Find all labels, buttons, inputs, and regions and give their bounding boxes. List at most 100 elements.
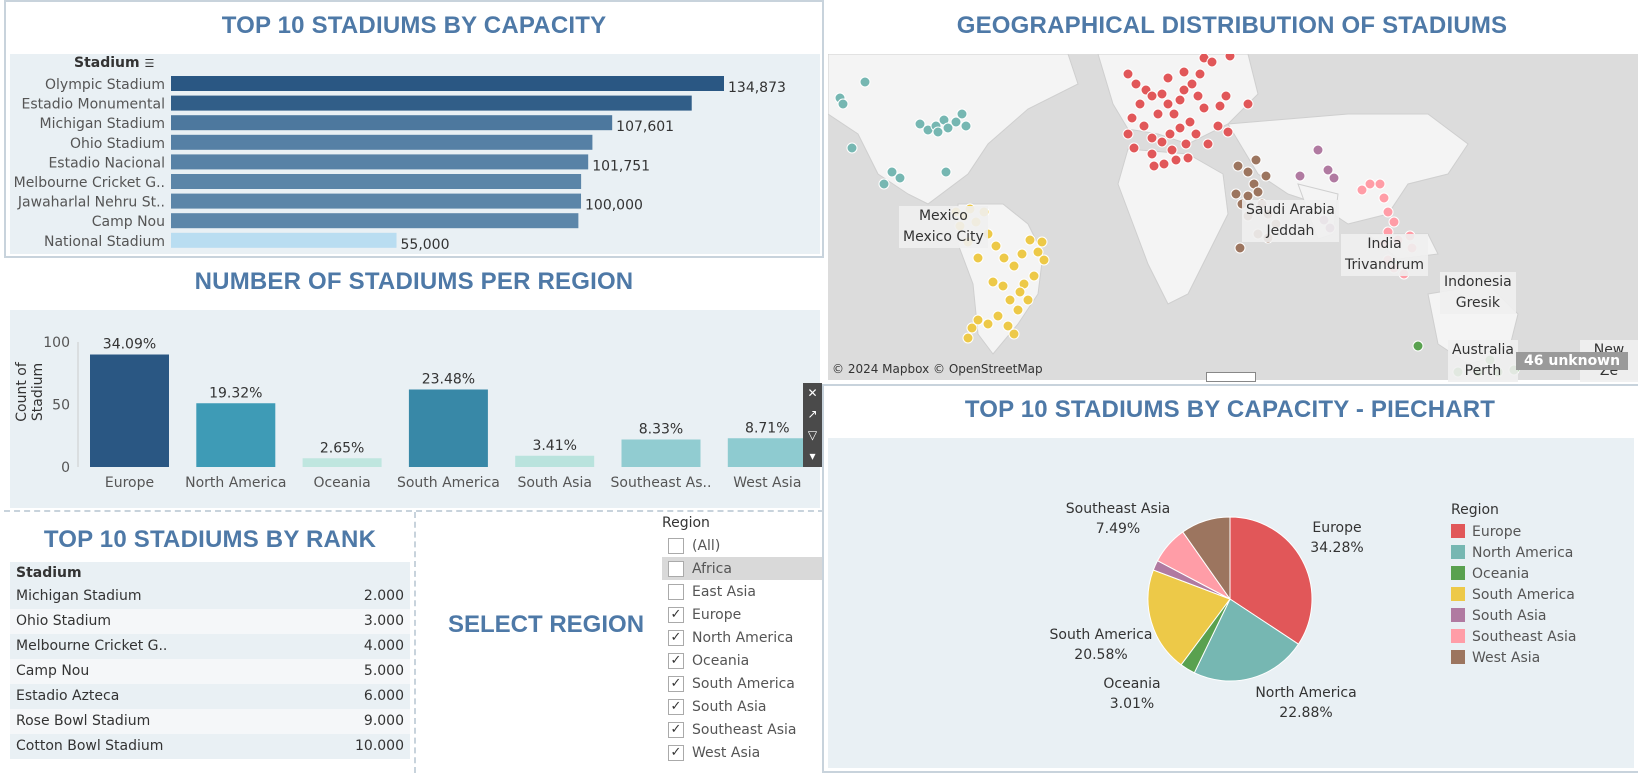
stadium-dot[interactable] bbox=[1162, 72, 1174, 84]
stadium-dot[interactable] bbox=[1146, 148, 1158, 160]
stadium-dot[interactable] bbox=[1180, 138, 1192, 150]
checkbox-checked-icon[interactable]: ✓ bbox=[668, 652, 684, 669]
stadium-dot[interactable] bbox=[1002, 320, 1014, 332]
table-row[interactable]: Camp Nou 5.000 bbox=[10, 659, 410, 684]
pie-legend-swatch[interactable] bbox=[1451, 587, 1465, 601]
stadium-dot[interactable] bbox=[1356, 184, 1368, 196]
checkbox-unchecked-icon[interactable] bbox=[668, 583, 684, 600]
stadium-dot[interactable] bbox=[1198, 102, 1210, 114]
table-row[interactable]: Ohio Stadium 3.000 bbox=[10, 609, 410, 634]
filter-option[interactable]: ✓ North America bbox=[662, 626, 822, 649]
stadium-dot[interactable] bbox=[1234, 242, 1246, 254]
stadium-dot[interactable] bbox=[1130, 78, 1142, 90]
filter-icon[interactable]: ▽ bbox=[807, 428, 818, 442]
capacity-bar[interactable] bbox=[171, 213, 579, 229]
stadium-dot[interactable] bbox=[1152, 108, 1164, 120]
capacity-bar[interactable] bbox=[171, 115, 613, 131]
pie-legend-label[interactable]: Europe bbox=[1472, 524, 1521, 540]
capacity-bar[interactable] bbox=[171, 76, 724, 91]
checkbox-checked-icon[interactable]: ✓ bbox=[668, 629, 684, 646]
pie-legend-label[interactable]: Oceania bbox=[1472, 566, 1529, 582]
unknown-badge[interactable]: 46 unknown bbox=[1516, 352, 1629, 370]
stadium-dot[interactable] bbox=[950, 116, 962, 128]
filter-option[interactable]: ✓ Southeast Asia bbox=[662, 718, 822, 741]
stadium-dot[interactable] bbox=[886, 166, 898, 178]
table-row[interactable]: Michigan Stadium 2.000 bbox=[10, 584, 410, 609]
stadium-dot[interactable] bbox=[1022, 294, 1034, 306]
stadium-dot[interactable] bbox=[1016, 248, 1028, 260]
checkbox-checked-icon[interactable]: ✓ bbox=[668, 606, 684, 623]
filter-option[interactable]: ✓ Europe bbox=[662, 603, 822, 626]
stadium-dot[interactable] bbox=[914, 118, 926, 130]
stadium-dot[interactable] bbox=[1126, 112, 1138, 124]
stadium-dot[interactable] bbox=[1178, 84, 1190, 96]
stadium-dot[interactable] bbox=[1182, 152, 1194, 164]
checkbox-checked-icon[interactable]: ✓ bbox=[668, 744, 684, 761]
pie-legend-swatch[interactable] bbox=[1451, 608, 1465, 622]
filter-option[interactable]: ✓ West Asia bbox=[662, 741, 822, 764]
stadium-dot[interactable] bbox=[1168, 108, 1180, 120]
open-external-icon[interactable]: ↗ bbox=[807, 407, 818, 421]
filter-option[interactable]: (All) bbox=[662, 534, 822, 557]
stadium-dot[interactable] bbox=[982, 318, 994, 330]
stadium-dot[interactable] bbox=[1328, 172, 1340, 184]
stadium-dot[interactable] bbox=[894, 172, 906, 184]
capacity-bar[interactable] bbox=[171, 95, 692, 111]
stadium-dot[interactable] bbox=[1214, 100, 1226, 112]
stadium-dot[interactable] bbox=[1186, 78, 1198, 90]
stadium-dot[interactable] bbox=[1250, 154, 1262, 166]
stadium-dot[interactable] bbox=[1224, 54, 1236, 62]
stadium-dot[interactable] bbox=[1122, 128, 1134, 140]
stadium-dot[interactable] bbox=[1222, 126, 1234, 138]
region-bar[interactable] bbox=[515, 455, 595, 467]
stadium-dot[interactable] bbox=[1036, 236, 1048, 248]
stadium-dot[interactable] bbox=[1162, 98, 1174, 110]
stadium-dot[interactable] bbox=[1312, 144, 1324, 156]
sort-icon[interactable]: ☰ bbox=[144, 57, 155, 70]
stadium-dot[interactable] bbox=[1322, 164, 1334, 176]
stadium-dot[interactable] bbox=[1156, 88, 1168, 100]
stadium-dot[interactable] bbox=[990, 240, 1002, 252]
region-bar[interactable] bbox=[727, 438, 807, 467]
table-row[interactable]: Melbourne Cricket G.. 4.000 bbox=[10, 634, 410, 659]
stadium-dot[interactable] bbox=[1206, 56, 1218, 68]
pie-slice[interactable] bbox=[1182, 516, 1231, 601]
pie-legend-label[interactable]: West Asia bbox=[1472, 650, 1540, 666]
world-map[interactable] bbox=[828, 54, 1638, 380]
stadium-dot[interactable] bbox=[1194, 68, 1206, 80]
stadium-dot[interactable] bbox=[1148, 160, 1160, 172]
stadium-dot[interactable] bbox=[1220, 90, 1232, 102]
pie-legend-swatch[interactable] bbox=[1451, 566, 1465, 580]
region-bar[interactable] bbox=[90, 354, 169, 468]
stadium-dot[interactable] bbox=[1156, 136, 1168, 148]
stadium-dot[interactable] bbox=[998, 252, 1010, 264]
capacity-bar[interactable] bbox=[171, 154, 589, 170]
stadium-dot[interactable] bbox=[1178, 66, 1190, 78]
stadium-dot[interactable] bbox=[1164, 128, 1176, 140]
stadium-dot[interactable] bbox=[987, 276, 999, 288]
stadium-dot[interactable] bbox=[1024, 234, 1036, 246]
region-bar[interactable] bbox=[196, 403, 276, 467]
stadium-dot[interactable] bbox=[1008, 328, 1020, 340]
filter-option[interactable]: Africa bbox=[662, 557, 822, 580]
table-row[interactable]: Cotton Bowl Stadium 10.000 bbox=[10, 734, 410, 759]
pie-slice[interactable] bbox=[1147, 569, 1231, 666]
stadium-dot[interactable] bbox=[1202, 138, 1214, 150]
pie-legend-swatch[interactable] bbox=[1451, 650, 1465, 664]
stadium-dot[interactable] bbox=[962, 332, 974, 344]
stadium-dot[interactable] bbox=[1170, 154, 1182, 166]
stadium-dot[interactable] bbox=[1008, 260, 1020, 272]
stadium-dot[interactable] bbox=[1014, 286, 1026, 298]
stadium-dot[interactable] bbox=[1294, 170, 1306, 182]
stadium-dot[interactable] bbox=[1232, 160, 1244, 172]
region-bar[interactable] bbox=[408, 389, 488, 468]
stadium-dot[interactable] bbox=[1184, 116, 1196, 128]
stadium-dot[interactable] bbox=[1138, 120, 1150, 132]
stadium-dot[interactable] bbox=[960, 120, 972, 132]
stadium-dot[interactable] bbox=[1012, 304, 1024, 316]
stadium-dot[interactable] bbox=[1128, 142, 1140, 154]
filter-option[interactable]: ✓ South Asia bbox=[662, 695, 822, 718]
capacity-bar[interactable] bbox=[171, 232, 397, 248]
pie-legend-label[interactable]: North America bbox=[1472, 545, 1573, 561]
stadium-dot[interactable] bbox=[1038, 254, 1050, 266]
